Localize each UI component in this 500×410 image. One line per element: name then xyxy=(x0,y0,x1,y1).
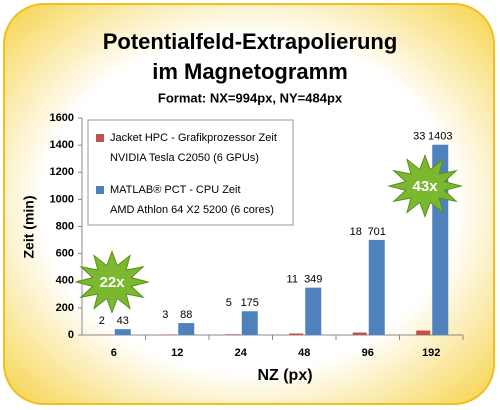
x-tick-label: 24 xyxy=(235,347,248,359)
y-tick-label: 1600 xyxy=(50,112,74,124)
y-tick-label: 800 xyxy=(56,220,74,232)
starburst xyxy=(387,153,463,219)
value-label: 88 xyxy=(180,309,192,321)
value-label: 175 xyxy=(241,297,259,309)
value-label: 43 xyxy=(117,315,129,327)
legend-description: NVIDIA Tesla C2050 (6 GPUs) xyxy=(110,152,259,164)
y-tick-label: 1000 xyxy=(50,193,74,205)
starburst xyxy=(74,249,150,315)
annotation: 22x xyxy=(99,274,125,291)
y-tick-label: 200 xyxy=(56,302,74,314)
legend-label: MATLAB® PCT - CPU Zeit xyxy=(110,184,241,196)
y-tick-label: 400 xyxy=(56,275,74,287)
bar xyxy=(225,334,240,335)
x-tick-label: 6 xyxy=(111,347,117,359)
y-tick-label: 1200 xyxy=(50,166,74,178)
annotation: 43x xyxy=(412,178,438,195)
bar xyxy=(368,239,385,335)
y-axis-label: Zeit (min) xyxy=(21,196,37,259)
legend-swatch xyxy=(96,186,104,194)
x-tick-label: 12 xyxy=(171,347,183,359)
bar xyxy=(352,332,367,335)
x-tick-label: 192 xyxy=(422,347,440,359)
value-label: 1403 xyxy=(428,131,452,143)
chart-subtitle: Format: NX=994px, NY=484px xyxy=(158,90,343,105)
value-label: 33 xyxy=(413,131,425,143)
value-label: 18 xyxy=(350,226,362,238)
y-tick-label: 600 xyxy=(56,248,74,260)
y-tick-label: 0 xyxy=(68,329,74,341)
legend-swatch xyxy=(96,134,104,142)
legend-box xyxy=(87,119,294,226)
bar xyxy=(114,329,131,335)
legend-description: AMD Athlon 64 X2 5200 (6 cores) xyxy=(110,204,274,216)
value-label: 701 xyxy=(368,226,386,238)
chart-title: im Magnetogramm xyxy=(152,59,348,84)
legend-label: Jacket HPC - Grafikprozessor Zeit xyxy=(110,132,277,144)
value-label: 11 xyxy=(287,274,298,286)
x-tick-label: 48 xyxy=(298,347,310,359)
value-label: 5 xyxy=(226,297,232,309)
bar xyxy=(416,330,431,335)
value-label: 2 xyxy=(99,315,105,327)
value-label: 3 xyxy=(162,309,168,321)
y-tick-label: 1400 xyxy=(50,139,74,151)
x-tick-label: 96 xyxy=(362,347,374,359)
x-axis-label: NZ (px) xyxy=(257,367,312,384)
bar xyxy=(289,333,304,335)
bar xyxy=(241,311,258,335)
value-label: 349 xyxy=(304,274,322,286)
bar xyxy=(305,287,322,335)
bar xyxy=(178,323,195,335)
chart-title: Potentialfeld-Extrapolierung xyxy=(103,29,398,54)
